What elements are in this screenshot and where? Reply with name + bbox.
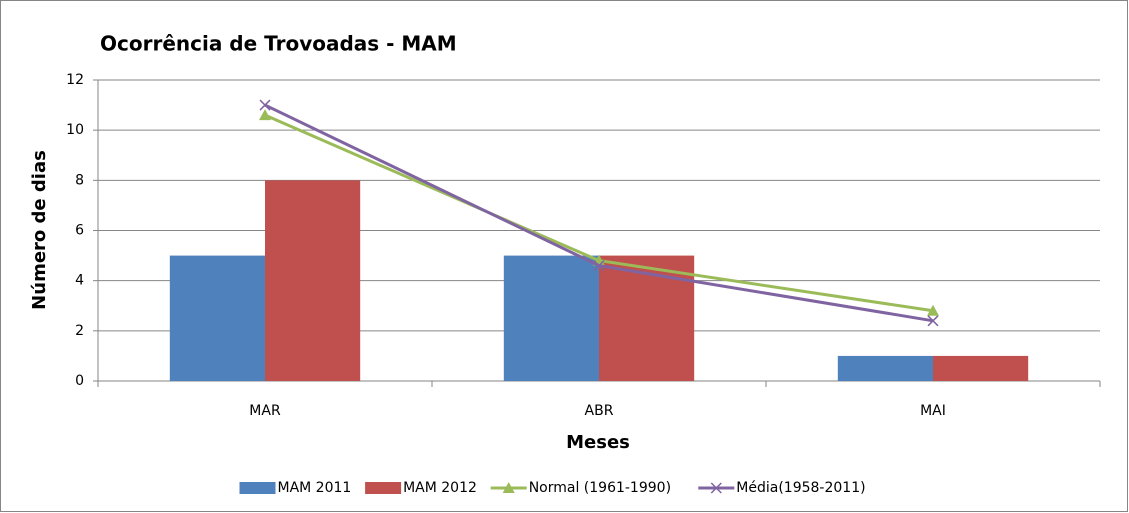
bar: [265, 180, 361, 381]
bar: [933, 355, 1029, 381]
bar: [837, 355, 933, 381]
legend-label: MAM 2012: [403, 480, 477, 496]
line-marker: [927, 304, 939, 316]
legend-swatch: [365, 482, 402, 494]
x-tick-label: MAR: [249, 403, 281, 419]
legend-label: Normal (1961-1990): [529, 480, 671, 496]
line-marker: [593, 260, 605, 272]
line-marker: [927, 315, 939, 327]
y-tick-label: 12: [66, 72, 84, 88]
legend-label: Média(1958-2011): [736, 480, 865, 496]
y-axis-title: Número de dias: [29, 150, 50, 310]
y-tick-label: 8: [75, 172, 84, 188]
y-tick-label: 0: [75, 373, 84, 389]
y-tick-label: 4: [75, 273, 84, 289]
bar: [169, 255, 265, 381]
y-tick-label: 2: [75, 323, 84, 339]
bar: [599, 255, 695, 381]
chart-title: Ocorrência de Trovoadas - MAM: [100, 32, 457, 56]
line-marker: [259, 99, 271, 111]
legend-swatch: [239, 482, 276, 494]
legend-label: MAM 2011: [278, 480, 352, 496]
x-tick-label: ABR: [585, 403, 614, 419]
y-tick-label: 10: [66, 122, 84, 138]
line-marker: [710, 482, 722, 494]
x-axis-title: Meses: [566, 432, 630, 453]
y-tick-label: 6: [75, 223, 84, 239]
bar: [503, 255, 599, 381]
line-marker: [259, 109, 271, 121]
line-marker: [502, 482, 515, 493]
x-tick-label: MAI: [920, 403, 946, 419]
